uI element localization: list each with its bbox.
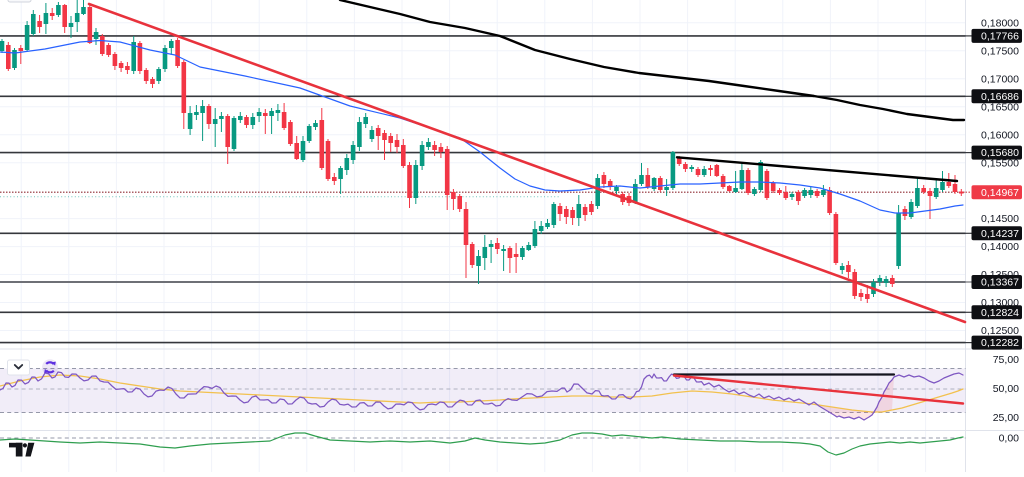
svg-text:0,17766: 0,17766: [981, 31, 1019, 43]
svg-text:75,00: 75,00: [993, 354, 1019, 366]
svg-text:0,12500: 0,12500: [981, 325, 1019, 337]
svg-text:0,15500: 0,15500: [981, 157, 1019, 169]
svg-text:0,15680: 0,15680: [981, 147, 1019, 159]
svg-text:0,14967: 0,14967: [981, 187, 1019, 199]
svg-text:25,00: 25,00: [993, 412, 1019, 424]
svg-text:0,16686: 0,16686: [981, 91, 1019, 103]
svg-text:0,12282: 0,12282: [981, 337, 1019, 349]
svg-text:0,16500: 0,16500: [981, 101, 1019, 113]
svg-text:0,14237: 0,14237: [981, 228, 1019, 240]
svg-text:0,16000: 0,16000: [981, 129, 1019, 141]
svg-text:0,17000: 0,17000: [981, 73, 1019, 85]
svg-text:50,00: 50,00: [993, 383, 1019, 395]
svg-text:0,12824: 0,12824: [981, 307, 1019, 319]
svg-text:0,17500: 0,17500: [981, 45, 1019, 57]
svg-text:0,18000: 0,18000: [981, 17, 1019, 29]
svg-text:0,00: 0,00: [999, 433, 1020, 445]
svg-text:0,13367: 0,13367: [981, 277, 1019, 289]
svg-text:0,14000: 0,14000: [981, 241, 1019, 253]
svg-text:0,14500: 0,14500: [981, 213, 1019, 225]
